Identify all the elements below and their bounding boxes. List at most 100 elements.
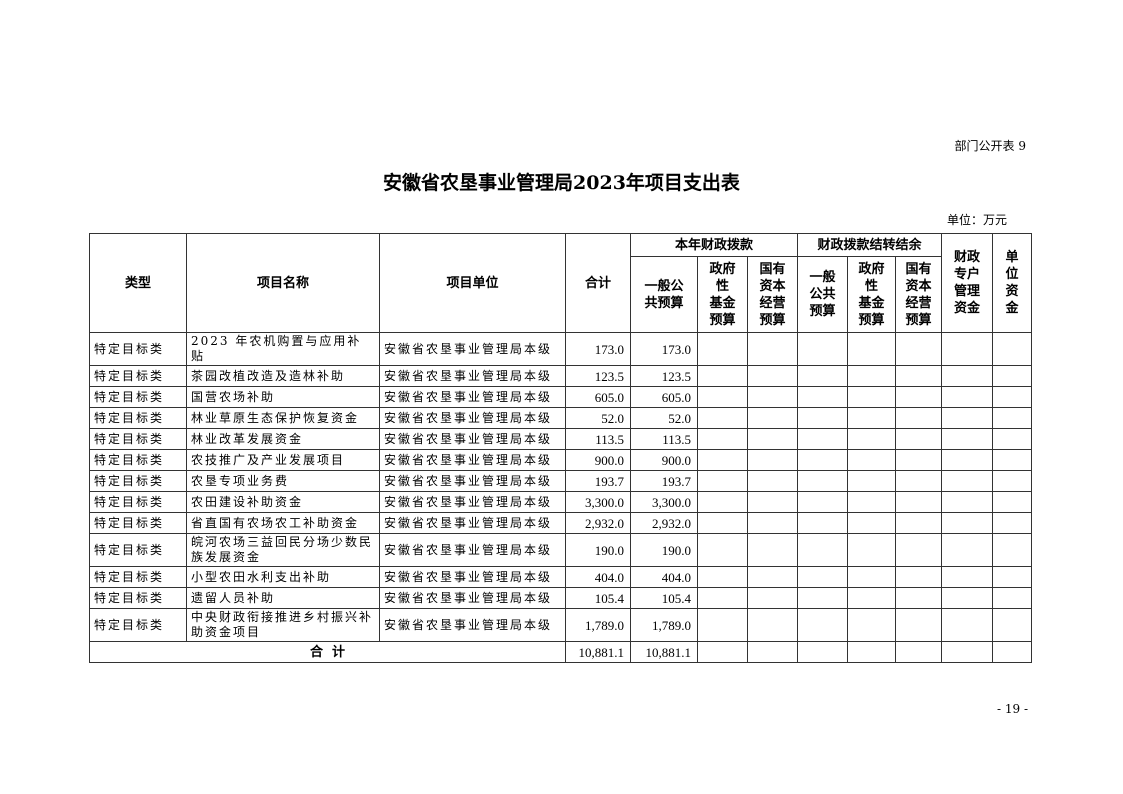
empty-cell	[941, 365, 993, 387]
empty-cell	[747, 407, 798, 429]
empty-cell	[847, 512, 896, 534]
row-total: 173.0	[565, 332, 631, 366]
row-general: 605.0	[630, 386, 698, 408]
page-number: - 19 -	[996, 702, 1028, 716]
row-type: 特定目标类	[89, 566, 187, 588]
row-unit: 安徽省农垦事业管理局本级	[379, 332, 566, 366]
empty-cell	[797, 386, 848, 408]
row-type: 特定目标类	[89, 491, 187, 513]
row-total: 113.5	[565, 428, 631, 450]
empty-cell	[697, 449, 748, 471]
row-name: 遗留人员补助	[186, 587, 380, 609]
row-unit: 安徽省农垦事业管理局本级	[379, 365, 566, 387]
row-name: 农田建设补助资金	[186, 491, 380, 513]
row-total: 190.0	[565, 533, 631, 567]
empty-cell	[895, 533, 942, 567]
row-unit: 安徽省农垦事业管理局本级	[379, 566, 566, 588]
row-unit: 安徽省农垦事业管理局本级	[379, 491, 566, 513]
row-general: 2,932.0	[630, 512, 698, 534]
empty-cell	[941, 470, 993, 492]
row-general: 190.0	[630, 533, 698, 567]
empty-cell	[941, 386, 993, 408]
empty-cell	[992, 587, 1032, 609]
empty-cell	[697, 587, 748, 609]
empty-cell	[992, 428, 1032, 450]
empty-cell	[941, 512, 993, 534]
header-current-state-capital: 国有 资本 经营 预算	[747, 256, 798, 333]
empty-cell	[992, 470, 1032, 492]
total-label: 合 计	[89, 641, 566, 663]
empty-cell	[797, 365, 848, 387]
row-unit: 安徽省农垦事业管理局本级	[379, 512, 566, 534]
empty-cell	[797, 587, 848, 609]
header-carry-group: 财政拨款结转结余	[797, 233, 942, 257]
total-row: 合 计 10,881.1 10,881.1	[89, 641, 1032, 663]
row-name: 皖河农场三益回民分场少数民族发展资金	[186, 533, 380, 567]
row-total: 404.0	[565, 566, 631, 588]
row-type: 特定目标类	[89, 428, 187, 450]
empty-cell	[847, 332, 896, 366]
empty-cell	[941, 608, 993, 642]
empty-cell	[697, 470, 748, 492]
empty-cell	[895, 449, 942, 471]
empty-cell	[797, 332, 848, 366]
row-general: 1,789.0	[630, 608, 698, 642]
empty-cell	[747, 566, 798, 588]
row-type: 特定目标类	[89, 587, 187, 609]
row-unit: 安徽省农垦事业管理局本级	[379, 587, 566, 609]
row-type: 特定目标类	[89, 608, 187, 642]
empty-cell	[992, 533, 1032, 567]
header-special-account: 财政 专户 管理 资金	[941, 233, 993, 333]
empty-cell	[895, 512, 942, 534]
empty-cell	[847, 386, 896, 408]
empty-cell	[797, 566, 848, 588]
row-name: 林业改革发展资金	[186, 428, 380, 450]
header-type: 类型	[89, 233, 187, 333]
table-row: 特定目标类 农技推广及产业发展项目 安徽省农垦事业管理局本级 900.0 900.0	[89, 449, 1032, 471]
empty-cell	[847, 407, 896, 429]
empty-cell	[747, 608, 798, 642]
empty-cell	[697, 365, 748, 387]
table-row: 特定目标类 中央财政衔接推进乡村振兴补助资金项目 安徽省农垦事业管理局本级 1,789…	[89, 608, 1032, 642]
row-unit: 安徽省农垦事业管理局本级	[379, 470, 566, 492]
empty-cell	[697, 533, 748, 567]
empty-cell	[992, 407, 1032, 429]
empty-cell	[747, 332, 798, 366]
table-row: 特定目标类 农田建设补助资金 安徽省农垦事业管理局本级 3,300.0 3,300.0	[89, 491, 1032, 513]
table-row: 特定目标类 国营农场补助 安徽省农垦事业管理局本级 605.0 605.0	[89, 386, 1032, 408]
empty-cell	[941, 332, 993, 366]
total-sum: 10,881.1	[565, 641, 631, 663]
table-row: 特定目标类 林业草原生态保护恢复资金 安徽省农垦事业管理局本级 52.0 52.0	[89, 407, 1032, 429]
empty-cell	[797, 428, 848, 450]
empty-cell	[747, 512, 798, 534]
empty-cell	[992, 512, 1032, 534]
empty-cell	[697, 608, 748, 642]
empty-cell	[847, 449, 896, 471]
row-general: 52.0	[630, 407, 698, 429]
header-carry-general: 一般 公共 预算	[797, 256, 848, 333]
empty-cell	[797, 470, 848, 492]
row-total: 605.0	[565, 386, 631, 408]
row-general: 173.0	[630, 332, 698, 366]
empty-cell	[797, 491, 848, 513]
empty-cell	[847, 428, 896, 450]
empty-cell	[895, 365, 942, 387]
empty-cell	[797, 512, 848, 534]
row-name: 2023 年农机购置与应用补贴	[186, 332, 380, 366]
empty-cell	[992, 608, 1032, 642]
empty-cell	[941, 587, 993, 609]
empty-cell	[941, 491, 993, 513]
table-row: 特定目标类 茶园改植改造及造林补助 安徽省农垦事业管理局本级 123.5 123.5	[89, 365, 1032, 387]
row-type: 特定目标类	[89, 449, 187, 471]
empty-cell	[747, 491, 798, 513]
empty-cell	[747, 533, 798, 567]
empty-cell	[992, 449, 1032, 471]
empty-cell	[895, 470, 942, 492]
row-name: 茶园改植改造及造林补助	[186, 365, 380, 387]
empty-cell	[941, 566, 993, 588]
empty-cell	[895, 566, 942, 588]
header-current-general: 一般公 共预算	[630, 256, 698, 333]
row-total: 52.0	[565, 407, 631, 429]
row-unit: 安徽省农垦事业管理局本级	[379, 533, 566, 567]
